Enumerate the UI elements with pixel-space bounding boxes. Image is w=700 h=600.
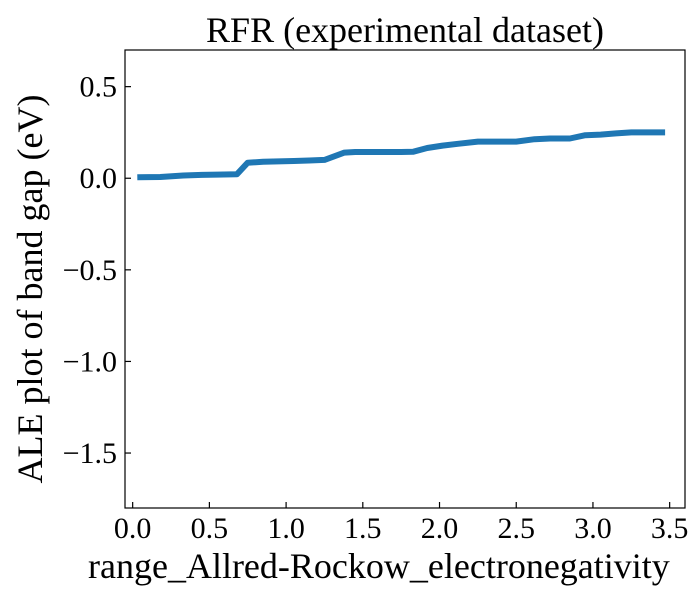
chart-title: RFR (experimental dataset) (206, 10, 604, 50)
plot-area: 0.0 0.5 1.0 1.5 2.0 2.5 3.0 3.5 0.5 0.0 −0.5 −1.0 −… (63, 49, 688, 545)
y-axis: 0.5 0.0 −0.5 −1.0 −1.5 (63, 71, 131, 470)
x-tick-label: 1.5 (344, 512, 382, 545)
y-tick-label: −0.5 (63, 254, 117, 287)
y-tick-label: −1.0 (63, 345, 117, 378)
y-tick-label: −1.5 (63, 437, 117, 470)
x-tick-label: 0.0 (114, 512, 152, 545)
ale-line-series (137, 129, 666, 181)
y-axis-label: ALE plot of band gap (eV) (10, 95, 50, 484)
x-tick-label: 0.5 (191, 512, 229, 545)
x-tick-label: 1.0 (267, 512, 305, 545)
x-axis-label: range_Allred-Rockow_electronegativity (88, 546, 670, 586)
x-tick-label: 3.5 (651, 512, 689, 545)
x-tick-label: 3.0 (574, 512, 612, 545)
x-tick-label: 2.0 (421, 512, 459, 545)
y-tick-label: 0.5 (80, 71, 118, 104)
y-tick-label: 0.0 (80, 162, 118, 195)
plot-frame (124, 49, 686, 509)
x-tick-label: 2.5 (497, 512, 535, 545)
x-axis: 0.0 0.5 1.0 1.5 2.0 2.5 3.0 3.5 (114, 502, 688, 545)
